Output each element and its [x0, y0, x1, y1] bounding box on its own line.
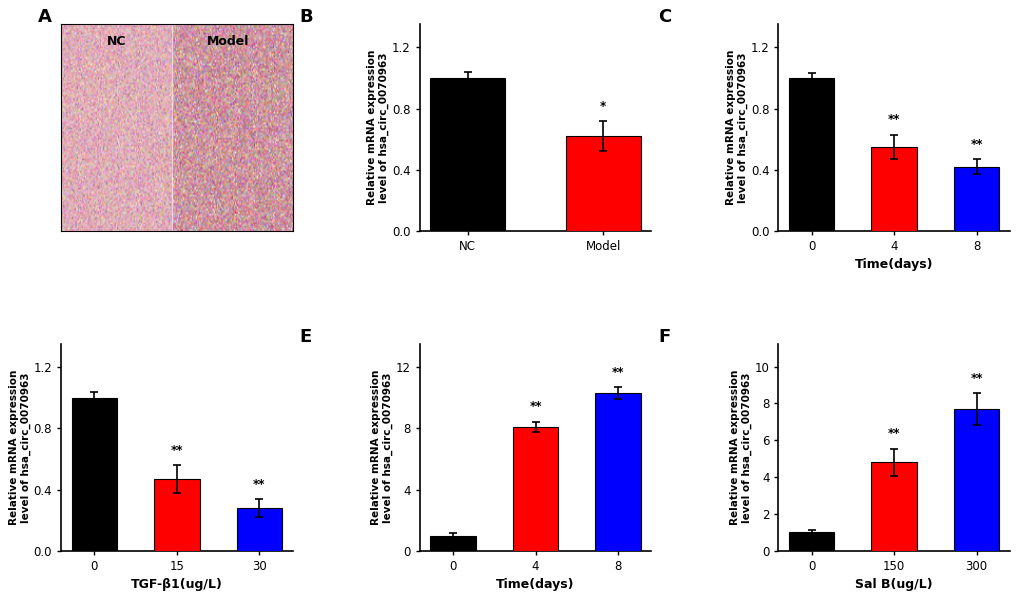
Bar [71, 398, 117, 551]
Text: NC: NC [107, 35, 126, 48]
Y-axis label: Relative mRNA expression
level of hsa_circ_0070963: Relative mRNA expression level of hsa_ci… [367, 50, 389, 206]
X-axis label: TGF-β1(ug/L): TGF-β1(ug/L) [130, 578, 222, 591]
Text: A: A [38, 8, 52, 26]
Text: **: ** [969, 138, 982, 151]
Text: C: C [657, 8, 671, 26]
Bar [430, 536, 475, 551]
Text: **: ** [253, 477, 265, 491]
Bar [513, 427, 557, 551]
Bar [788, 78, 834, 231]
X-axis label: Time(days): Time(days) [496, 578, 574, 591]
Y-axis label: Relative mRNA expression
level of hsa_circ_0070963: Relative mRNA expression level of hsa_ci… [9, 370, 31, 525]
Text: E: E [300, 328, 312, 346]
Y-axis label: Relative mRNA expression
level of hsa_circ_0070963: Relative mRNA expression level of hsa_ci… [371, 370, 392, 525]
X-axis label: Sal B(ug/L): Sal B(ug/L) [855, 578, 932, 591]
Y-axis label: Relative mRNA expression
level of hsa_circ_0070963: Relative mRNA expression level of hsa_ci… [726, 50, 747, 206]
Bar [953, 409, 999, 551]
Bar [236, 508, 282, 551]
Bar [154, 479, 200, 551]
Text: B: B [300, 8, 313, 26]
Bar [566, 136, 640, 231]
Bar [953, 166, 999, 231]
Bar [870, 147, 916, 231]
Text: **: ** [611, 366, 624, 379]
Bar [595, 394, 640, 551]
X-axis label: Time(days): Time(days) [854, 258, 932, 272]
Text: **: ** [887, 427, 900, 440]
Bar [788, 532, 834, 551]
Text: Model: Model [207, 35, 249, 48]
Text: *: * [599, 100, 606, 113]
Y-axis label: Relative mRNA expression
level of hsa_circ_0070963: Relative mRNA expression level of hsa_ci… [730, 370, 751, 525]
Text: **: ** [887, 113, 900, 126]
Text: **: ** [969, 372, 982, 385]
Text: **: ** [170, 444, 183, 457]
Text: F: F [657, 328, 669, 346]
Bar [870, 462, 916, 551]
Text: **: ** [529, 400, 541, 413]
Bar [430, 78, 504, 231]
